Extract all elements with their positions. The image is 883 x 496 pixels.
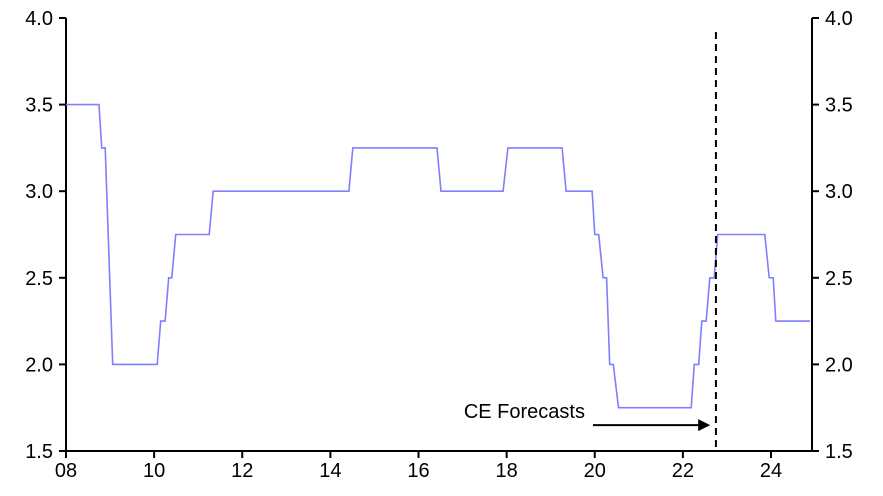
y-tick-label-right: 3.5 (825, 95, 853, 117)
annotation-ce-forecasts: CE Forecasts (464, 401, 585, 423)
x-tick-label: 20 (584, 460, 606, 482)
y-tick-label-right: 1.5 (825, 441, 853, 463)
y-tick-label-right: 2.5 (825, 268, 853, 290)
x-tick-label: 12 (231, 460, 253, 482)
arrow-head-icon (698, 419, 711, 432)
x-tick-label: 08 (55, 460, 77, 482)
y-tick-label-right: 3.0 (825, 181, 853, 203)
y-tick-label-right: 2.0 (825, 354, 853, 376)
x-tick-label: 18 (496, 460, 518, 482)
x-tick-label: 14 (319, 460, 341, 482)
series-line (66, 103, 811, 409)
y-tick-label-left: 1.5 (25, 441, 53, 463)
x-tick-label: 22 (672, 460, 694, 482)
x-tick-label: 16 (407, 460, 429, 482)
y-tick-label-left: 3.0 (25, 181, 53, 203)
x-tick-label: 10 (143, 460, 165, 482)
y-tick-label-right: 4.0 (825, 8, 853, 30)
y-tick-label-left: 3.5 (25, 95, 53, 117)
y-tick-label-left: 4.0 (25, 8, 53, 30)
y-tick-label-left: 2.0 (25, 354, 53, 376)
x-tick-label: 24 (760, 460, 782, 482)
y-tick-label-left: 2.5 (25, 268, 53, 290)
